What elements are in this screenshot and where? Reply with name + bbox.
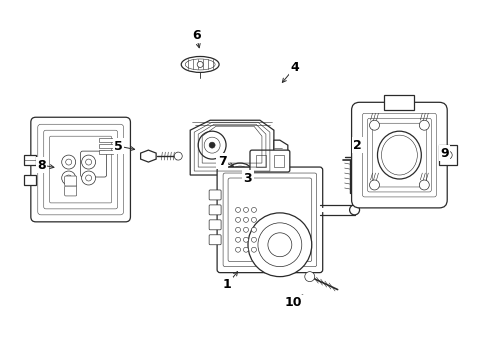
Polygon shape: [220, 175, 232, 192]
Circle shape: [236, 217, 241, 222]
FancyBboxPatch shape: [44, 130, 118, 209]
Circle shape: [244, 227, 248, 232]
Text: 5: 5: [114, 140, 123, 153]
Circle shape: [223, 180, 229, 186]
Circle shape: [204, 137, 220, 153]
Circle shape: [86, 159, 92, 165]
Bar: [274, 155, 284, 167]
FancyBboxPatch shape: [65, 176, 76, 186]
Circle shape: [66, 175, 72, 181]
Text: 2: 2: [353, 139, 362, 152]
Ellipse shape: [237, 181, 249, 189]
Text: 6: 6: [192, 29, 200, 42]
Circle shape: [268, 233, 292, 257]
Circle shape: [236, 207, 241, 212]
Circle shape: [369, 120, 379, 130]
FancyBboxPatch shape: [363, 113, 436, 197]
Circle shape: [244, 237, 248, 242]
Circle shape: [62, 155, 75, 169]
Circle shape: [251, 247, 256, 252]
Text: 9: 9: [440, 147, 448, 159]
FancyBboxPatch shape: [250, 150, 290, 172]
Circle shape: [349, 205, 360, 215]
Circle shape: [236, 227, 241, 232]
FancyBboxPatch shape: [38, 124, 123, 215]
FancyBboxPatch shape: [209, 220, 221, 230]
Circle shape: [369, 180, 379, 190]
Circle shape: [251, 237, 256, 242]
Bar: [98, 150, 113, 154]
FancyBboxPatch shape: [372, 123, 426, 187]
Circle shape: [251, 217, 256, 222]
Circle shape: [236, 237, 241, 242]
Ellipse shape: [181, 57, 219, 72]
Ellipse shape: [377, 131, 421, 179]
Text: 4: 4: [291, 61, 299, 74]
Circle shape: [258, 223, 302, 267]
Circle shape: [82, 171, 96, 185]
Circle shape: [66, 159, 72, 165]
Polygon shape: [439, 145, 457, 165]
FancyBboxPatch shape: [209, 205, 221, 215]
Text: 1: 1: [222, 278, 231, 291]
Circle shape: [244, 217, 248, 222]
Ellipse shape: [185, 59, 215, 70]
FancyBboxPatch shape: [81, 151, 106, 177]
Polygon shape: [274, 140, 288, 160]
Circle shape: [82, 155, 96, 169]
Circle shape: [244, 247, 248, 252]
Circle shape: [62, 171, 75, 185]
Bar: [98, 144, 113, 148]
Text: 3: 3: [244, 171, 252, 185]
Circle shape: [209, 142, 215, 148]
Polygon shape: [248, 175, 260, 192]
Circle shape: [251, 227, 256, 232]
FancyBboxPatch shape: [209, 190, 221, 200]
FancyBboxPatch shape: [209, 235, 221, 245]
FancyBboxPatch shape: [368, 118, 431, 192]
Circle shape: [281, 154, 289, 162]
Ellipse shape: [229, 163, 251, 177]
Circle shape: [174, 152, 182, 160]
FancyBboxPatch shape: [217, 167, 323, 273]
Bar: [98, 138, 113, 142]
Circle shape: [248, 213, 312, 276]
Circle shape: [198, 131, 226, 159]
Circle shape: [444, 151, 452, 159]
Polygon shape: [24, 175, 36, 185]
Circle shape: [419, 180, 429, 190]
FancyBboxPatch shape: [228, 178, 312, 262]
FancyBboxPatch shape: [50, 136, 112, 203]
Circle shape: [251, 180, 257, 186]
Circle shape: [86, 175, 92, 181]
Circle shape: [236, 247, 241, 252]
Circle shape: [251, 207, 256, 212]
Polygon shape: [141, 150, 156, 162]
FancyBboxPatch shape: [352, 102, 447, 208]
Polygon shape: [385, 95, 415, 110]
Circle shape: [419, 120, 429, 130]
Polygon shape: [190, 120, 274, 175]
FancyBboxPatch shape: [65, 186, 76, 196]
Polygon shape: [24, 155, 36, 165]
Text: 10: 10: [285, 296, 302, 309]
Circle shape: [244, 207, 248, 212]
Circle shape: [197, 62, 203, 67]
FancyBboxPatch shape: [31, 117, 130, 222]
Ellipse shape: [382, 135, 417, 175]
Ellipse shape: [233, 166, 247, 174]
Text: 8: 8: [37, 158, 46, 172]
Ellipse shape: [233, 179, 253, 192]
Bar: [256, 155, 266, 167]
FancyBboxPatch shape: [223, 173, 317, 267]
Circle shape: [241, 183, 245, 187]
Text: 7: 7: [218, 154, 226, 167]
Circle shape: [305, 272, 315, 282]
